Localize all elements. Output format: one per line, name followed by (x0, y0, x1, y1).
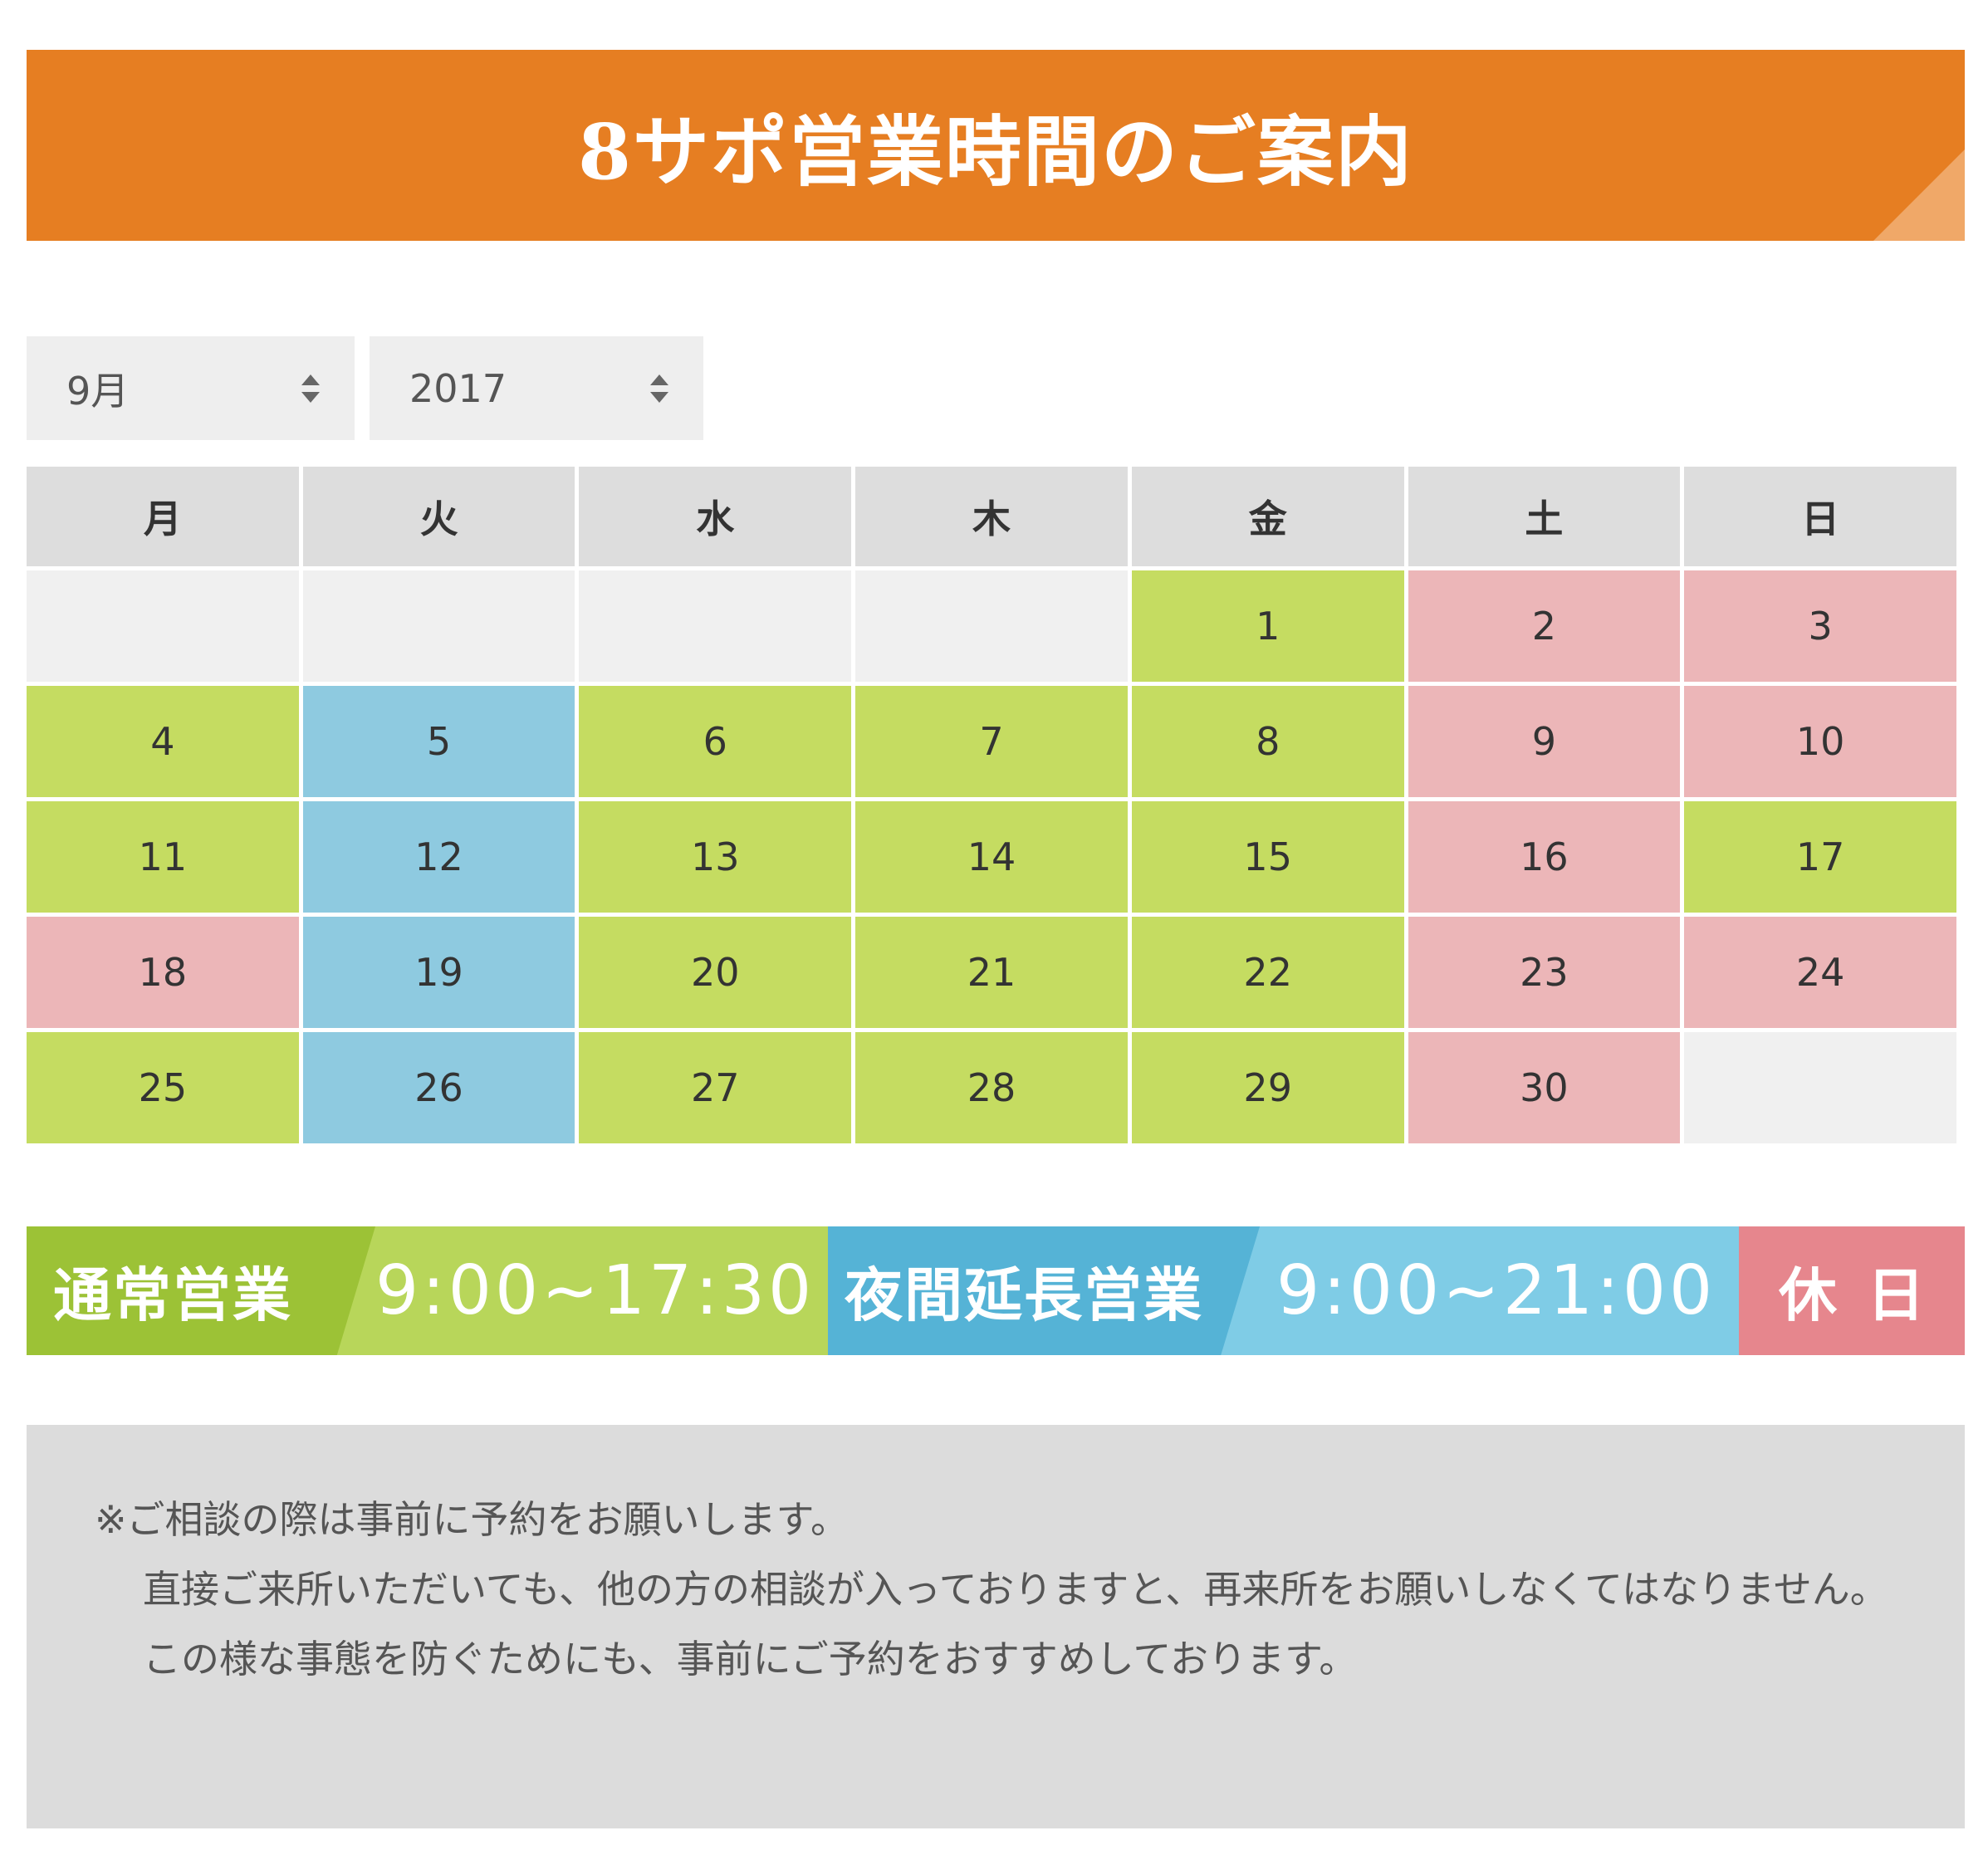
month-select-value: 9月 (66, 368, 130, 414)
calendar-day-26[interactable]: 26 (302, 1032, 575, 1143)
calendar-day-16[interactable]: 16 (1408, 801, 1681, 913)
month-select[interactable]: 9月 (27, 336, 355, 440)
calendar-day-29[interactable]: 29 (1131, 1032, 1404, 1143)
calendar-day-2[interactable]: 2 (1408, 570, 1681, 682)
reservation-note: ※ご相談の際は事前に予約をお願いします。 直接ご来所いただいても、他の方の相談が… (27, 1425, 1965, 1828)
legend-holiday: 休日 (1739, 1226, 1965, 1355)
legend-normal-hours: 通常営業 9:00~17:30 (27, 1226, 828, 1355)
updown-arrows-icon (301, 374, 320, 403)
calendar-day-8[interactable]: 8 (1131, 686, 1404, 797)
weekday-header-mon: 月 (27, 467, 299, 566)
calendar-day-10[interactable]: 10 (1684, 686, 1956, 797)
calendar-day-4[interactable]: 4 (27, 686, 299, 797)
legend-extended-label: 夜間延長営業 (845, 1261, 1203, 1329)
calendar-grid: 月 火 水 木 金 土 日 1 2 3 4 5 6 7 8 9 10 11 12 13 14 15 16 17 1… (27, 467, 1956, 1143)
calendar-day-5[interactable]: 5 (302, 686, 575, 797)
year-select-value: 2017 (409, 365, 507, 411)
weekday-header-fri: 金 (1131, 467, 1404, 566)
calendar-day-30[interactable]: 30 (1408, 1032, 1681, 1143)
calendar-day-14[interactable]: 14 (855, 801, 1128, 913)
calendar-day-15[interactable]: 15 (1131, 801, 1404, 913)
calendar-day-25[interactable]: 25 (27, 1032, 299, 1143)
calendar-day-21[interactable]: 21 (855, 917, 1128, 1028)
header-banner: 8サポ営業時間のご案内 (27, 50, 1965, 241)
calendar-day-27[interactable]: 27 (579, 1032, 852, 1143)
hours-legend: 通常営業 9:00~17:30 夜間延長営業 9:00~21:00 休日 (27, 1226, 1965, 1355)
updown-arrows-icon (650, 374, 668, 403)
calendar-day-19[interactable]: 19 (302, 917, 575, 1028)
calendar-day-22[interactable]: 22 (1131, 917, 1404, 1028)
calendar-day-12[interactable]: 12 (302, 801, 575, 913)
calendar-empty-cell (27, 570, 299, 682)
note-heading: ※ご相談の際は事前に予約をお願いします。 (95, 1497, 849, 1542)
calendar-day-20[interactable]: 20 (579, 917, 852, 1028)
legend-normal-time: 9:00~17:30 (375, 1251, 815, 1330)
weekday-header-wed: 水 (579, 467, 852, 566)
year-select[interactable]: 2017 (370, 336, 703, 440)
calendar-day-3[interactable]: 3 (1684, 570, 1956, 682)
calendar-day-17[interactable]: 17 (1684, 801, 1956, 913)
calendar-day-7[interactable]: 7 (855, 686, 1128, 797)
weekday-header-sat: 土 (1408, 467, 1681, 566)
calendar-empty-cell (1684, 1032, 1956, 1143)
calendar-empty-cell (302, 570, 575, 682)
calendar-day-9[interactable]: 9 (1408, 686, 1681, 797)
calendar-day-1[interactable]: 1 (1131, 570, 1404, 682)
calendar-day-13[interactable]: 13 (579, 801, 852, 913)
weekday-header-thu: 木 (855, 467, 1128, 566)
calendar-day-23[interactable]: 23 (1408, 917, 1681, 1028)
legend-holiday-label: 休日 (1779, 1261, 1955, 1329)
banner-corner-decoration (1873, 149, 1965, 241)
legend-extended-time: 9:00~21:00 (1276, 1251, 1716, 1330)
note-body: 直接ご来所いただいても、他の方の相談が入っておりますと、再来所をお願いしなくては… (143, 1567, 1888, 1681)
legend-extended-hours: 夜間延長営業 9:00~21:00 (828, 1226, 1739, 1355)
calendar-empty-cell (579, 570, 852, 682)
calendar-day-28[interactable]: 28 (855, 1032, 1128, 1143)
weekday-header-sun: 日 (1684, 467, 1956, 566)
calendar-day-6[interactable]: 6 (579, 686, 852, 797)
calendar-day-11[interactable]: 11 (27, 801, 299, 913)
weekday-header-tue: 火 (302, 467, 575, 566)
legend-normal-label: 通常営業 (53, 1261, 292, 1329)
calendar-empty-cell (855, 570, 1128, 682)
page-title: 8サポ営業時間のご案内 (577, 106, 1413, 197)
calendar-day-24[interactable]: 24 (1684, 917, 1956, 1028)
calendar-day-18[interactable]: 18 (27, 917, 299, 1028)
